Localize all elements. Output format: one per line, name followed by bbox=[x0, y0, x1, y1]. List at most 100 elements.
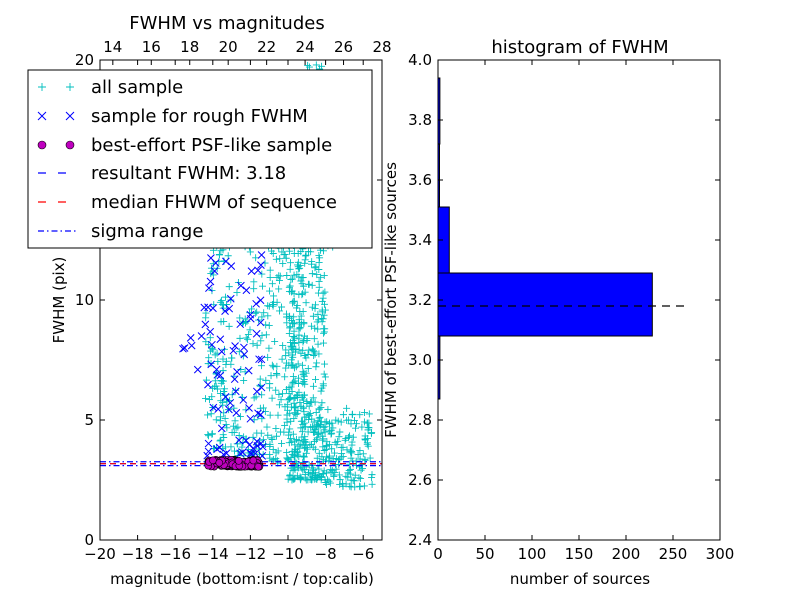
all-sample-point bbox=[324, 406, 332, 414]
x-tick-label: 250 bbox=[659, 545, 688, 563]
histogram-bar bbox=[437, 272, 653, 337]
all-sample-point bbox=[282, 254, 290, 262]
all-sample-point bbox=[304, 365, 312, 373]
x-tick-label: −10 bbox=[272, 545, 304, 563]
all-sample-point bbox=[303, 336, 311, 344]
all-sample-point bbox=[219, 355, 227, 363]
all-sample-point bbox=[283, 272, 291, 280]
all-sample-point bbox=[305, 416, 313, 424]
left-x-axis: −20 −18 −16 −14 −12 −10 −8 −6 bbox=[84, 60, 374, 563]
rough-sample-point bbox=[232, 408, 241, 417]
all-sample-point bbox=[233, 289, 241, 297]
all-sample-point bbox=[284, 475, 292, 483]
all-sample-point bbox=[270, 298, 278, 306]
top-tick-label: 14 bbox=[103, 38, 122, 56]
all-sample-point bbox=[317, 387, 325, 395]
all-sample-point bbox=[298, 393, 306, 401]
all-sample-point bbox=[309, 466, 317, 474]
all-sample-point bbox=[221, 414, 229, 422]
all-sample-point bbox=[290, 271, 298, 279]
all-sample-point bbox=[307, 248, 315, 256]
rough-sample-point bbox=[222, 257, 230, 266]
all-sample-point bbox=[287, 342, 295, 350]
all-sample-point bbox=[327, 426, 335, 434]
all-sample-point bbox=[347, 476, 355, 484]
all-sample-point bbox=[297, 349, 305, 357]
all-sample-point bbox=[207, 410, 215, 418]
y-tick-label: 3.2 bbox=[408, 291, 432, 309]
all-sample-point bbox=[272, 449, 280, 457]
y-tick-label: 5 bbox=[84, 411, 94, 429]
all-sample-point bbox=[361, 408, 369, 416]
all-sample-point bbox=[350, 417, 358, 425]
all-sample-point bbox=[227, 296, 235, 304]
legend-label-rough-sample: sample for rough FWHM bbox=[91, 106, 308, 127]
all-sample-point bbox=[277, 396, 285, 404]
all-sample-point bbox=[294, 360, 302, 368]
x-tick-label: 0 bbox=[433, 545, 443, 563]
all-sample-point bbox=[357, 474, 365, 482]
psf-sample-point bbox=[209, 456, 217, 465]
all-sample-point bbox=[298, 274, 306, 282]
all-sample-point bbox=[286, 323, 294, 331]
all-sample-point bbox=[360, 418, 368, 426]
all-sample-point bbox=[287, 259, 295, 267]
all-sample-point bbox=[347, 448, 355, 456]
all-sample-point bbox=[311, 426, 319, 434]
all-sample-point bbox=[305, 402, 313, 410]
all-sample-point bbox=[279, 260, 287, 268]
all-sample-point bbox=[313, 359, 321, 367]
all-sample-point bbox=[283, 448, 291, 456]
all-sample-point bbox=[342, 480, 350, 488]
all-sample-point bbox=[325, 419, 333, 427]
all-sample-point bbox=[309, 394, 317, 402]
rough-sample-point bbox=[208, 340, 216, 349]
all-sample-point bbox=[363, 419, 371, 427]
left-chart: −20−18−16−14−12−10−8−6 05101520 14161820… bbox=[27, 13, 392, 588]
all-sample-point bbox=[314, 310, 322, 318]
all-sample-point bbox=[250, 285, 258, 293]
rough-sample-point bbox=[246, 314, 255, 323]
all-sample-point bbox=[299, 346, 307, 354]
y-tick-label: 3.4 bbox=[408, 231, 432, 249]
all-sample-point bbox=[336, 428, 344, 436]
rough-sample-point bbox=[252, 299, 260, 308]
all-sample-point bbox=[287, 435, 295, 443]
top-tick-label: 20 bbox=[219, 38, 238, 56]
all-sample-point bbox=[318, 308, 326, 316]
legend-marker bbox=[65, 140, 75, 150]
legend-label-sigma-range: sigma range bbox=[91, 221, 203, 242]
all-sample-point bbox=[315, 259, 323, 267]
rough-sample-point bbox=[217, 347, 226, 356]
all-sample-point bbox=[204, 432, 212, 440]
all-sample-point bbox=[297, 474, 305, 482]
rough-sample-point bbox=[204, 380, 212, 389]
all-sample-point bbox=[291, 446, 299, 454]
all-sample-point bbox=[320, 329, 328, 337]
all-sample-point bbox=[301, 380, 309, 388]
rough-sample-point bbox=[204, 447, 213, 456]
all-sample-point bbox=[286, 425, 294, 433]
all-sample-point bbox=[311, 398, 319, 406]
all-sample-point bbox=[249, 340, 257, 348]
all-sample-point bbox=[273, 371, 281, 379]
all-sample-point bbox=[281, 403, 289, 411]
all-sample-point bbox=[249, 433, 257, 441]
all-sample-point bbox=[289, 451, 297, 459]
all-sample-point bbox=[343, 404, 351, 412]
all-sample-point bbox=[307, 423, 315, 431]
all-sample-point bbox=[288, 379, 296, 387]
rough-sample-point bbox=[187, 341, 196, 350]
all-sample-point bbox=[202, 395, 210, 403]
all-sample-point bbox=[349, 433, 357, 441]
all-sample-point bbox=[311, 437, 319, 445]
all-sample-point bbox=[232, 386, 240, 394]
all-sample-point bbox=[315, 251, 323, 259]
all-sample-point bbox=[292, 410, 300, 418]
all-sample-point bbox=[351, 471, 359, 479]
top-tick-label: 22 bbox=[257, 38, 276, 56]
all-sample-point bbox=[368, 473, 376, 481]
all-sample-point bbox=[208, 430, 216, 438]
rough-sample-point bbox=[252, 329, 261, 338]
top-tick-label: 24 bbox=[296, 38, 315, 56]
